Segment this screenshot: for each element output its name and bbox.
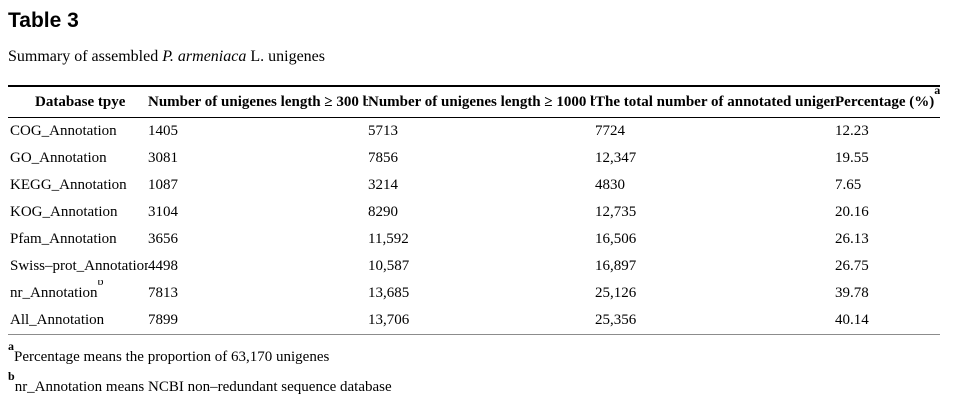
cell-len300: 7813 (148, 285, 178, 301)
cell-total: 16,506 (595, 231, 637, 247)
cell-database: KEGG_Annotation (8, 172, 148, 199)
footnote-a: aPercentage means the proportion of 63,1… (8, 340, 958, 366)
table-row: COG_Annotation 1405 5713 7724 12.23 (8, 118, 940, 146)
database-name: nr_Annotation (10, 285, 98, 301)
cell-percent: 39.78 (835, 285, 869, 301)
column-header-label: Percentage (%) (835, 94, 935, 110)
cell-database: GO_Annotation (8, 145, 148, 172)
cell-database: Pfam_Annotation (8, 226, 148, 253)
footnote-b-text: nr_Annotation means NCBI non–redundant s… (14, 379, 392, 395)
column-header-total-annotated: The total number of annotated unigenes (595, 86, 835, 118)
cell-database: COG_Annotation (8, 118, 148, 146)
column-header-label: Database tpye (35, 94, 126, 110)
cell-database: nr_Annotationb (8, 280, 148, 307)
cell-len300: 4498 (148, 258, 178, 274)
footnote-a-text: Percentage means the proportion of 63,17… (14, 349, 330, 365)
cell-database: KOG_Annotation (8, 199, 148, 226)
cell-percent: 40.14 (835, 312, 869, 328)
column-header-unigenes-1000bp: Number of unigenes length ≥ 1000 bp (368, 86, 595, 118)
cell-len300: 3104 (148, 204, 178, 220)
cell-percent: 7.65 (835, 177, 862, 193)
database-name: GO_Annotation (10, 150, 107, 166)
table-row: KEGG_Annotation 1087 3214 4830 7.65 (8, 172, 940, 199)
cell-len1000: 13,685 (368, 285, 410, 301)
cell-total: 7724 (595, 123, 625, 139)
column-header-label: The total number of annotated unigenes (595, 94, 835, 110)
cell-len1000: 7856 (368, 150, 398, 166)
column-header-label: Number of unigenes length ≥ 300 bp (148, 94, 368, 110)
footnote-marker-a: a (934, 86, 940, 97)
table-row: KOG_Annotation 3104 8290 12,735 20.16 (8, 199, 940, 226)
cell-len1000: 13,706 (368, 312, 410, 328)
footnote-marker-b: b (97, 280, 104, 288)
column-header-unigenes-300bp: Number of unigenes length ≥ 300 bp (148, 86, 368, 118)
cell-total: 25,126 (595, 285, 637, 301)
cell-len300: 7899 (148, 312, 178, 328)
cell-percent: 26.75 (835, 258, 869, 274)
footnote-b: bnr_Annotation means NCBI non–redundant … (8, 370, 958, 396)
cell-database: Swiss–prot_Annotation (8, 253, 148, 280)
cell-total: 16,897 (595, 258, 637, 274)
column-header-percentage: Percentage (%)a (835, 86, 940, 118)
database-name: COG_Annotation (10, 123, 117, 139)
table-row: Swiss–prot_Annotation 4498 10,587 16,897… (8, 253, 940, 280)
database-name: Pfam_Annotation (10, 231, 117, 247)
cell-len1000: 5713 (368, 123, 398, 139)
footnote-a-marker: a (8, 339, 14, 353)
cell-len300: 1087 (148, 177, 178, 193)
table-number-title: Table 3 (8, 9, 79, 32)
cell-percent: 20.16 (835, 204, 869, 220)
cell-database: All_Annotation (8, 307, 148, 335)
table-header-row: Database tpye Number of unigenes length … (8, 86, 940, 118)
database-name: KOG_Annotation (10, 204, 118, 220)
cell-len300: 1405 (148, 123, 178, 139)
cell-len1000: 10,587 (368, 258, 410, 274)
table-row: nr_Annotationb 7813 13,685 25,126 39.78 (8, 280, 940, 307)
cell-len300: 3656 (148, 231, 178, 247)
cell-len1000: 3214 (368, 177, 398, 193)
cell-len300: 3081 (148, 150, 178, 166)
database-name: KEGG_Annotation (10, 177, 127, 193)
column-header-label: Number of unigenes length ≥ 1000 bp (368, 94, 595, 110)
caption-text-prefix: Summary of assembled (8, 48, 163, 65)
table-row: Pfam_Annotation 3656 11,592 16,506 26.13 (8, 226, 940, 253)
unigenes-summary-table: Database tpye Number of unigenes length … (8, 85, 940, 335)
caption-species-name: P. armeniaca (162, 48, 247, 65)
cell-total: 12,735 (595, 204, 637, 220)
cell-total: 4830 (595, 177, 625, 193)
cell-total: 25,356 (595, 312, 637, 328)
table-row: All_Annotation 7899 13,706 25,356 40.14 (8, 307, 940, 335)
cell-percent: 26.13 (835, 231, 869, 247)
database-name: All_Annotation (10, 312, 105, 328)
footnote-b-marker: b (8, 369, 15, 383)
cell-len1000: 8290 (368, 204, 398, 220)
cell-percent: 12.23 (835, 123, 869, 139)
table-row: GO_Annotation 3081 7856 12,347 19.55 (8, 145, 940, 172)
cell-len1000: 11,592 (368, 231, 409, 247)
cell-percent: 19.55 (835, 150, 869, 166)
cell-total: 12,347 (595, 150, 637, 166)
caption-text-suffix: L. unigenes (246, 48, 325, 65)
column-header-database-type: Database tpye (8, 86, 148, 118)
table-caption: Summary of assembled P. armeniaca L. uni… (8, 47, 958, 66)
database-name: Swiss–prot_Annotation (10, 258, 148, 274)
